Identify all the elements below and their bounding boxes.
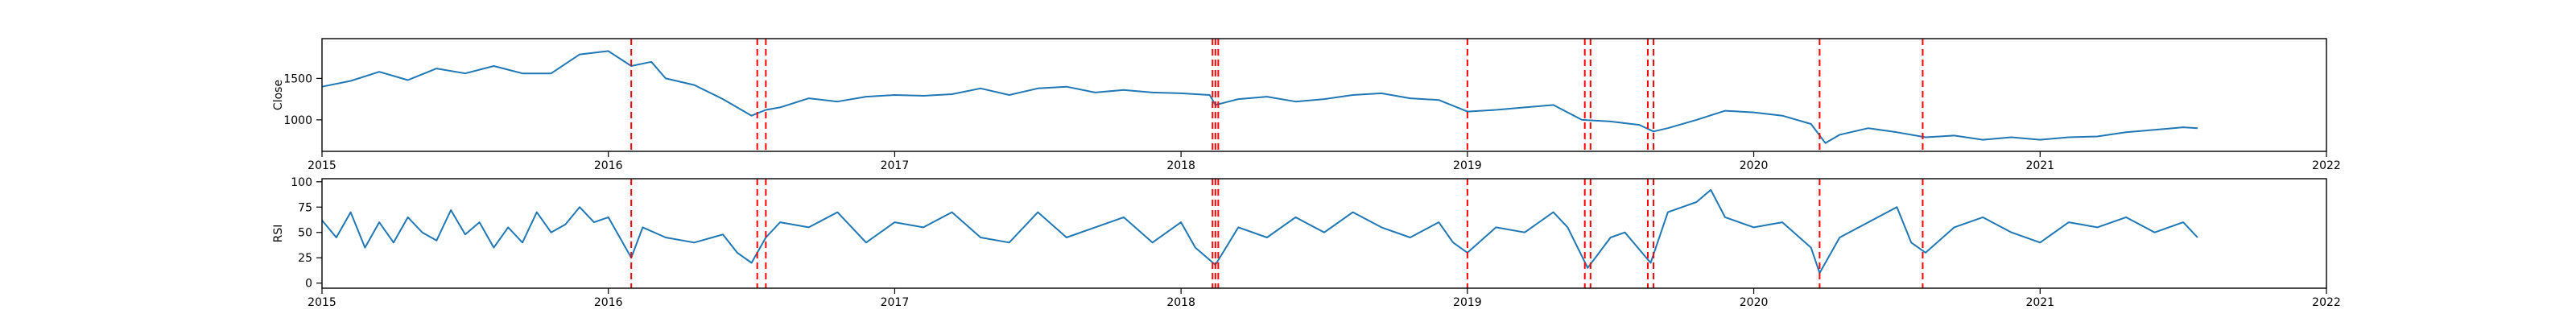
- x-tick-label: 2020: [1740, 159, 1769, 172]
- y-axis-label: RSI: [272, 225, 285, 243]
- x-tick-label: 2020: [1740, 296, 1769, 309]
- y-tick-label: 1500: [283, 72, 312, 85]
- close-price-chart: 2015 2016 2017 2018 2019 2020 2021 2022 1000 1500…: [272, 38, 2341, 172]
- y-tick-label: 100: [291, 176, 312, 189]
- x-tick-label: 2016: [594, 159, 623, 172]
- axes-frame: [321, 38, 2327, 152]
- x-tick-label: 2017: [881, 296, 910, 309]
- x-tick-label: 2016: [594, 296, 623, 309]
- series-line-0: [321, 188, 2198, 275]
- x-tick-label: 2015: [308, 296, 336, 309]
- y-axis-label: Close: [272, 80, 285, 110]
- y-tick-label: 75: [298, 201, 312, 214]
- x-tick-label: 2018: [1166, 296, 1195, 309]
- y-tick-label: 25: [298, 252, 312, 265]
- rsi-chart: 2015 2016 2017 2018 2019 2020 2021 2022 0 25 50 75 1…: [272, 176, 2341, 309]
- x-tick-label: 2021: [2025, 159, 2054, 172]
- x-tick-label: 2019: [1453, 296, 1482, 309]
- x-tick-label: 2022: [2312, 296, 2341, 309]
- x-tick-label: 2022: [2312, 159, 2341, 172]
- y-tick-label: 1000: [283, 114, 312, 127]
- x-tick-label: 2018: [1166, 159, 1195, 172]
- series-line-0: [321, 50, 2198, 144]
- axes-frame: [321, 178, 2327, 289]
- x-tick-label: 2015: [308, 159, 336, 172]
- y-tick-label: 0: [305, 278, 312, 291]
- x-tick-label: 2019: [1453, 159, 1482, 172]
- x-tick-label: 2017: [881, 159, 910, 172]
- x-tick-label: 2021: [2025, 296, 2054, 309]
- y-tick-label: 50: [298, 227, 312, 240]
